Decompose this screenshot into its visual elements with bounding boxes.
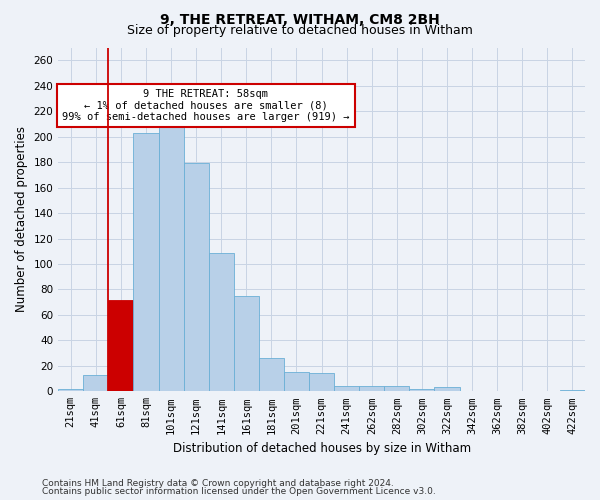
Bar [334, 386, 359, 392]
Bar [234, 296, 259, 392]
Bar [309, 374, 334, 392]
Bar [83, 375, 109, 392]
Text: 9 THE RETREAT: 58sqm
← 1% of detached houses are smaller (8)
99% of semi-detache: 9 THE RETREAT: 58sqm ← 1% of detached ho… [62, 89, 349, 122]
Bar [385, 386, 409, 392]
Bar [259, 358, 284, 392]
Bar [58, 389, 83, 392]
Bar [158, 120, 184, 392]
Text: Contains public sector information licensed under the Open Government Licence v3: Contains public sector information licen… [42, 487, 436, 496]
Bar [133, 133, 158, 392]
Bar [434, 388, 460, 392]
Bar [109, 300, 133, 392]
Bar [409, 389, 434, 392]
Bar [560, 390, 585, 392]
Text: 9, THE RETREAT, WITHAM, CM8 2BH: 9, THE RETREAT, WITHAM, CM8 2BH [160, 12, 440, 26]
Bar [284, 372, 309, 392]
Bar [209, 252, 234, 392]
Bar [184, 164, 209, 392]
X-axis label: Distribution of detached houses by size in Witham: Distribution of detached houses by size … [173, 442, 470, 455]
Text: Size of property relative to detached houses in Witham: Size of property relative to detached ho… [127, 24, 473, 37]
Bar [359, 386, 385, 392]
Text: Contains HM Land Registry data © Crown copyright and database right 2024.: Contains HM Land Registry data © Crown c… [42, 478, 394, 488]
Y-axis label: Number of detached properties: Number of detached properties [15, 126, 28, 312]
